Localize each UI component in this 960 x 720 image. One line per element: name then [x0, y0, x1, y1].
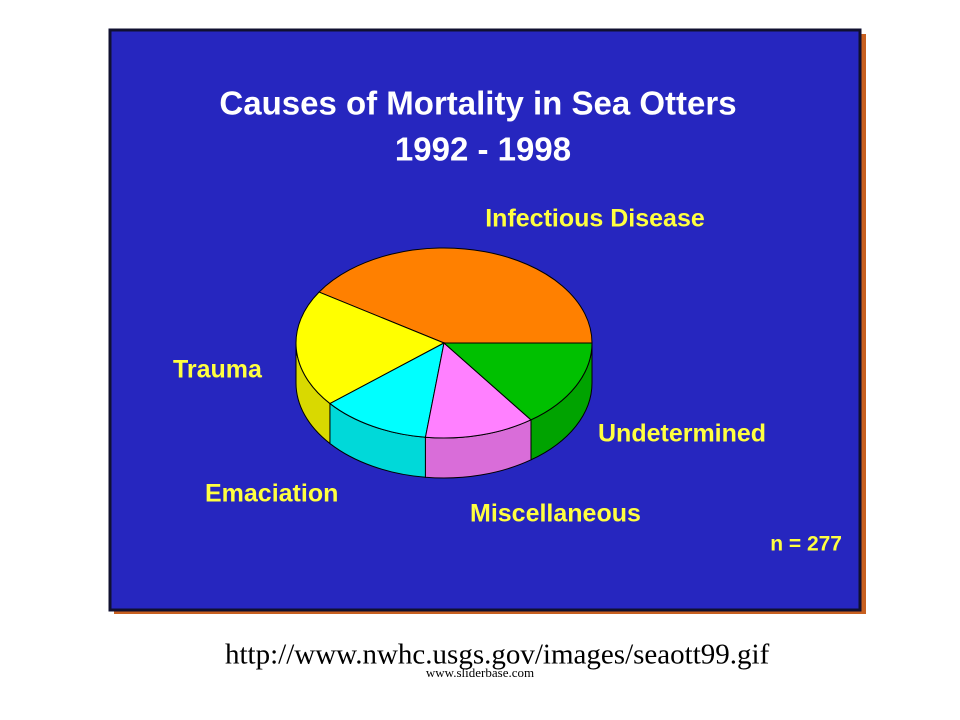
- chart-title: Causes of Mortality in Sea Otters: [219, 85, 736, 122]
- source-url: http://www.nwhc.usgs.gov/images/seaott99…: [225, 639, 770, 671]
- watermark: www.sliderbase.com: [426, 665, 534, 680]
- slice-label: Infectious Disease: [485, 205, 705, 233]
- slice: [442, 342, 593, 421]
- slice-label: Miscellaneous: [470, 500, 641, 528]
- slice: [424, 342, 532, 439]
- annotation: n = 277: [770, 533, 842, 556]
- chart-subtitle: 1992 - 1998: [395, 131, 571, 168]
- slice-label: Trauma: [173, 356, 263, 384]
- slice-label: Undetermined: [598, 420, 766, 448]
- slice: [329, 342, 445, 438]
- slice: [318, 247, 593, 344]
- slice: [295, 291, 446, 405]
- slice-label: Emaciation: [205, 480, 338, 508]
